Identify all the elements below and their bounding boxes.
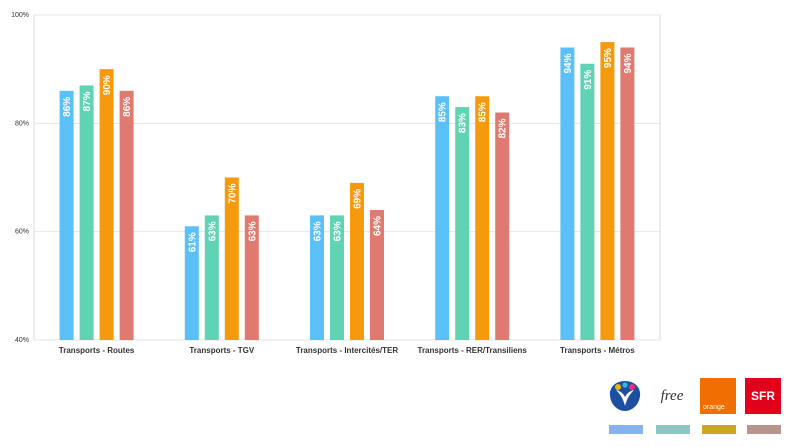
bar-value-label: 85% bbox=[478, 102, 489, 122]
bar bbox=[119, 90, 134, 340]
bar-value-label: 70% bbox=[227, 183, 238, 203]
free-logo-icon: free bbox=[660, 387, 684, 404]
bar-value-label: 83% bbox=[458, 113, 469, 133]
bar bbox=[370, 210, 384, 340]
bar bbox=[224, 177, 239, 340]
bar-value-label: 63% bbox=[333, 221, 344, 241]
legend: free orange SFR bbox=[604, 378, 784, 438]
x-category-label: Transports - Intercités/TER bbox=[296, 346, 398, 355]
bar-value-label: 85% bbox=[438, 102, 449, 122]
bar bbox=[560, 47, 575, 340]
bar bbox=[204, 215, 219, 340]
y-tick-label: 100% bbox=[11, 12, 29, 19]
bar bbox=[475, 96, 490, 340]
x-category-label: Transports - Métros bbox=[560, 346, 635, 355]
y-tick-label: 60% bbox=[15, 229, 29, 236]
bar-value-label: 61% bbox=[187, 232, 198, 252]
bar-value-label: 87% bbox=[82, 91, 93, 111]
bar bbox=[79, 85, 94, 341]
bar bbox=[59, 90, 74, 340]
orange-logo-icon: orange bbox=[700, 378, 736, 414]
bar-value-label: 91% bbox=[583, 70, 594, 90]
bar-value-label: 63% bbox=[313, 221, 324, 241]
bar-value-label: 94% bbox=[563, 53, 574, 73]
bar bbox=[330, 215, 344, 340]
bar-value-label: 63% bbox=[207, 221, 218, 241]
bar-value-label: 95% bbox=[603, 48, 614, 68]
bar bbox=[455, 107, 470, 340]
bar-value-label: 63% bbox=[247, 221, 258, 241]
bar bbox=[600, 42, 615, 340]
bar bbox=[620, 47, 635, 340]
bar-value-label: 86% bbox=[122, 97, 133, 117]
bar bbox=[99, 69, 114, 341]
bar bbox=[495, 112, 510, 340]
x-category-label: Transports - RER/Transiliens bbox=[418, 346, 528, 355]
bar bbox=[310, 215, 324, 340]
bouygues-telecom-logo-icon bbox=[607, 378, 643, 414]
bar-value-label: 64% bbox=[373, 216, 384, 236]
sfr-logo-icon: SFR bbox=[745, 378, 781, 414]
bar bbox=[244, 215, 259, 340]
bar bbox=[350, 182, 364, 340]
bar bbox=[184, 226, 199, 340]
y-tick-label: 80% bbox=[15, 120, 29, 127]
legend-swatch-sfr bbox=[747, 425, 781, 434]
bar bbox=[580, 63, 595, 340]
x-category-label: Transports - TGV bbox=[189, 346, 255, 355]
bar-value-label: 90% bbox=[102, 75, 113, 95]
legend-swatch-bouygues bbox=[609, 425, 643, 434]
bar-value-label: 86% bbox=[62, 97, 73, 117]
bar-value-label: 94% bbox=[623, 53, 634, 73]
bar-value-label: 82% bbox=[498, 118, 509, 138]
legend-swatch-orange bbox=[702, 425, 736, 434]
bar bbox=[435, 96, 450, 340]
bar-value-label: 69% bbox=[353, 189, 364, 209]
x-category-label: Transports - Routes bbox=[59, 346, 135, 355]
y-tick-label: 40% bbox=[15, 337, 29, 344]
legend-swatch-free bbox=[656, 425, 690, 434]
